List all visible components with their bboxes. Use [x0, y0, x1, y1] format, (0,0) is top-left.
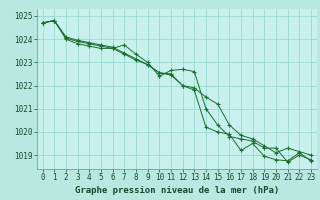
X-axis label: Graphe pression niveau de la mer (hPa): Graphe pression niveau de la mer (hPa)	[75, 186, 279, 195]
